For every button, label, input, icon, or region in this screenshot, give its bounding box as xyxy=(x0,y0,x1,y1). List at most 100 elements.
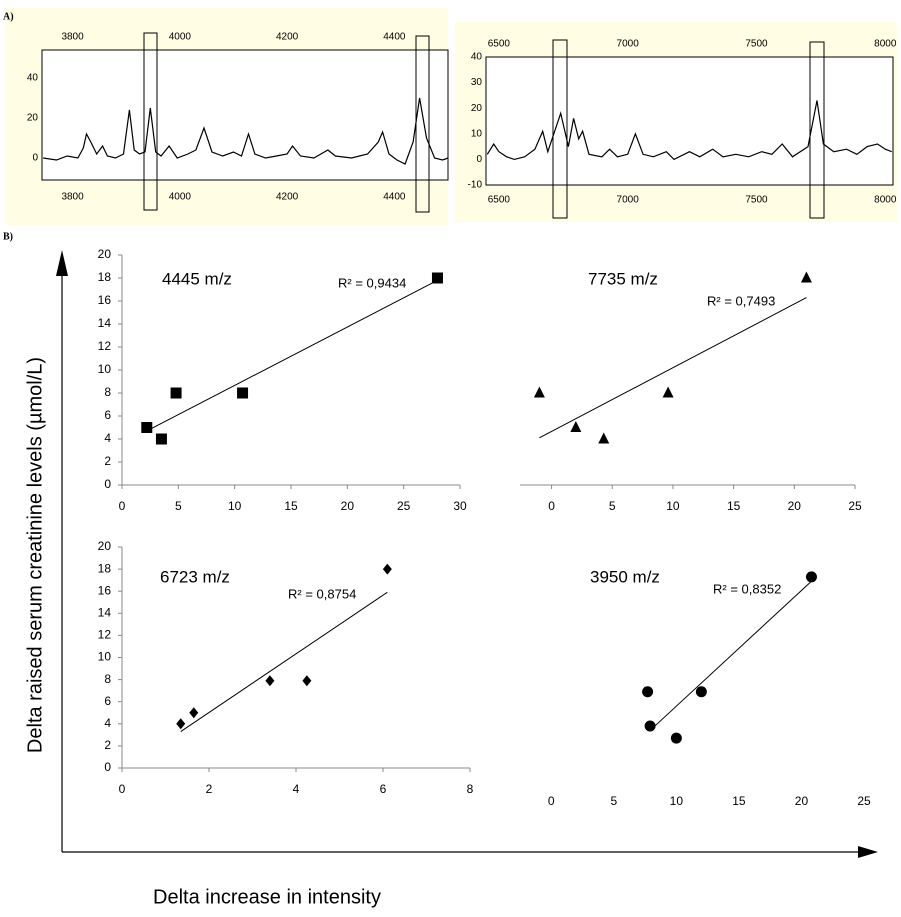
x-tick-label: 3800 xyxy=(61,192,84,203)
marker xyxy=(570,421,582,432)
y-tick-label: 18 xyxy=(98,561,112,575)
r-squared: R² = 0,7493 xyxy=(707,293,775,308)
chart: -10 0 10 20 30 40 6500 6500 7000 7000 7500 7500 8000… xyxy=(468,39,897,219)
r-squared: R² = 0,9434 xyxy=(338,275,406,290)
x-tick-label: 8 xyxy=(467,782,474,796)
y-tick-label: 2 xyxy=(104,738,111,752)
trendline xyxy=(649,580,812,731)
x-tick-label: 7500 xyxy=(745,195,768,206)
panel-label: A) xyxy=(3,11,14,22)
x-tick-label: 10 xyxy=(666,499,680,513)
x-tick-label: 0 xyxy=(119,782,126,796)
trendline xyxy=(180,591,388,732)
highlight-box xyxy=(143,32,158,211)
x-tick-label: 0 xyxy=(548,499,555,513)
x-tick-label: 6 xyxy=(380,782,387,796)
y-tick-label: 18 xyxy=(98,270,112,284)
spectrum-line xyxy=(486,100,892,161)
marker xyxy=(800,271,812,283)
marker xyxy=(237,387,249,399)
y-tick-label: 20 xyxy=(471,103,483,114)
y-tick-label: 12 xyxy=(98,339,112,353)
x-tick-label: 25 xyxy=(848,499,862,513)
chart-title: 7735 m/z xyxy=(588,269,658,288)
highlight-box xyxy=(415,35,430,213)
x-tick-label: 4400 xyxy=(383,192,406,203)
r-squared: R² = 0,8754 xyxy=(288,586,356,601)
marker xyxy=(170,387,182,399)
y-tick-label: 20 xyxy=(27,113,39,124)
trendline xyxy=(539,297,807,439)
x-tick-label: 6500 xyxy=(488,195,511,206)
r-squared: R² = 0,8352 xyxy=(713,581,781,596)
x-tick-label: 0 xyxy=(119,499,126,513)
x-tick-label: 6500 xyxy=(488,39,511,50)
x-tick-label: 5 xyxy=(175,499,182,513)
x-tick-label: 0 xyxy=(548,794,555,808)
y-tick-label: -10 xyxy=(468,180,483,191)
x-tick-label: 3800 xyxy=(61,32,84,43)
x-axis-label: Delta increase in intensity xyxy=(153,886,381,908)
y-axis-label: Delta raised serum creatinine levels (µm… xyxy=(24,357,46,753)
x-tick-label: 25 xyxy=(397,499,411,513)
x-tick-label: 2 xyxy=(206,782,213,796)
x-tick-label: 15 xyxy=(732,794,746,808)
spectrum-line xyxy=(43,97,449,165)
y-tick-label: 8 xyxy=(104,672,111,686)
x-arrow-head xyxy=(858,846,878,858)
chart: 0 5 10 15 20 25 7735 m/z R² = 0,7493 xyxy=(520,269,862,513)
chart-title: 4445 m/z xyxy=(162,269,232,288)
x-tick-label: 7000 xyxy=(617,39,640,50)
marker xyxy=(189,707,199,719)
y-tick-label: 6 xyxy=(104,694,111,708)
x-tick-label: 7500 xyxy=(745,39,768,50)
x-tick-label: 8000 xyxy=(874,195,897,206)
y-tick-label: 16 xyxy=(98,293,112,307)
x-tick-label: 5 xyxy=(610,794,617,808)
y-tick-label: 40 xyxy=(471,52,483,63)
y-arrow-head xyxy=(56,250,68,276)
y-tick-label: 4 xyxy=(104,716,111,730)
x-tick-label: 10 xyxy=(670,794,684,808)
y-tick-label: 4 xyxy=(104,431,111,445)
y-tick-label: 0 xyxy=(104,760,111,774)
marker xyxy=(644,720,656,732)
y-tick-label: 20 xyxy=(98,247,112,261)
y-tick-label: 0 xyxy=(32,153,38,164)
chart: 0 20 40 3800 3800 4000 4000 4200 4200 4400 4400 xyxy=(27,32,449,213)
x-tick-label: 4000 xyxy=(169,192,192,203)
marker xyxy=(176,718,186,730)
y-tick-label: 10 xyxy=(98,362,112,376)
marker xyxy=(431,272,443,284)
x-tick-label: 15 xyxy=(727,499,741,513)
y-tick-label: 0 xyxy=(104,477,111,491)
y-tick-label: 14 xyxy=(98,316,112,330)
x-tick-label: 4 xyxy=(293,782,300,796)
plot-frame xyxy=(41,49,449,181)
y-tick-label: 10 xyxy=(471,128,483,139)
chart: 0 2 4 6 8 10 12 14 16 18 20 0 5 10 15 20 25 30 4445 m/z R² … xyxy=(98,247,467,513)
y-tick-label: 30 xyxy=(471,77,483,88)
highlight-box xyxy=(552,39,568,219)
y-tick-label: 0 xyxy=(476,154,482,165)
plot-frame xyxy=(485,56,894,186)
x-tick-label: 30 xyxy=(453,499,467,513)
trendline xyxy=(146,279,438,432)
y-tick-label: 16 xyxy=(98,583,112,597)
y-tick-label: 8 xyxy=(104,385,111,399)
chart: 0 2 4 6 8 10 12 14 16 18 20 0 2 4 6 8 6723 m/z R² = 0,875… xyxy=(98,539,474,796)
x-tick-label: 5 xyxy=(609,499,616,513)
y-tick-label: 14 xyxy=(98,605,112,619)
y-tick-label: 2 xyxy=(104,454,111,468)
x-tick-label: 4400 xyxy=(383,32,406,43)
x-tick-label: 4200 xyxy=(276,32,299,43)
marker xyxy=(670,732,682,744)
chart-title: 3950 m/z xyxy=(590,567,660,586)
marker xyxy=(662,386,674,398)
marker xyxy=(302,675,312,687)
chart: 0 5 10 15 20 25 3950 m/z R² = 0,8352 xyxy=(548,567,871,808)
x-tick-label: 4000 xyxy=(169,32,192,43)
marker xyxy=(155,433,167,445)
x-tick-label: 25 xyxy=(857,794,871,808)
x-tick-label: 20 xyxy=(795,794,809,808)
